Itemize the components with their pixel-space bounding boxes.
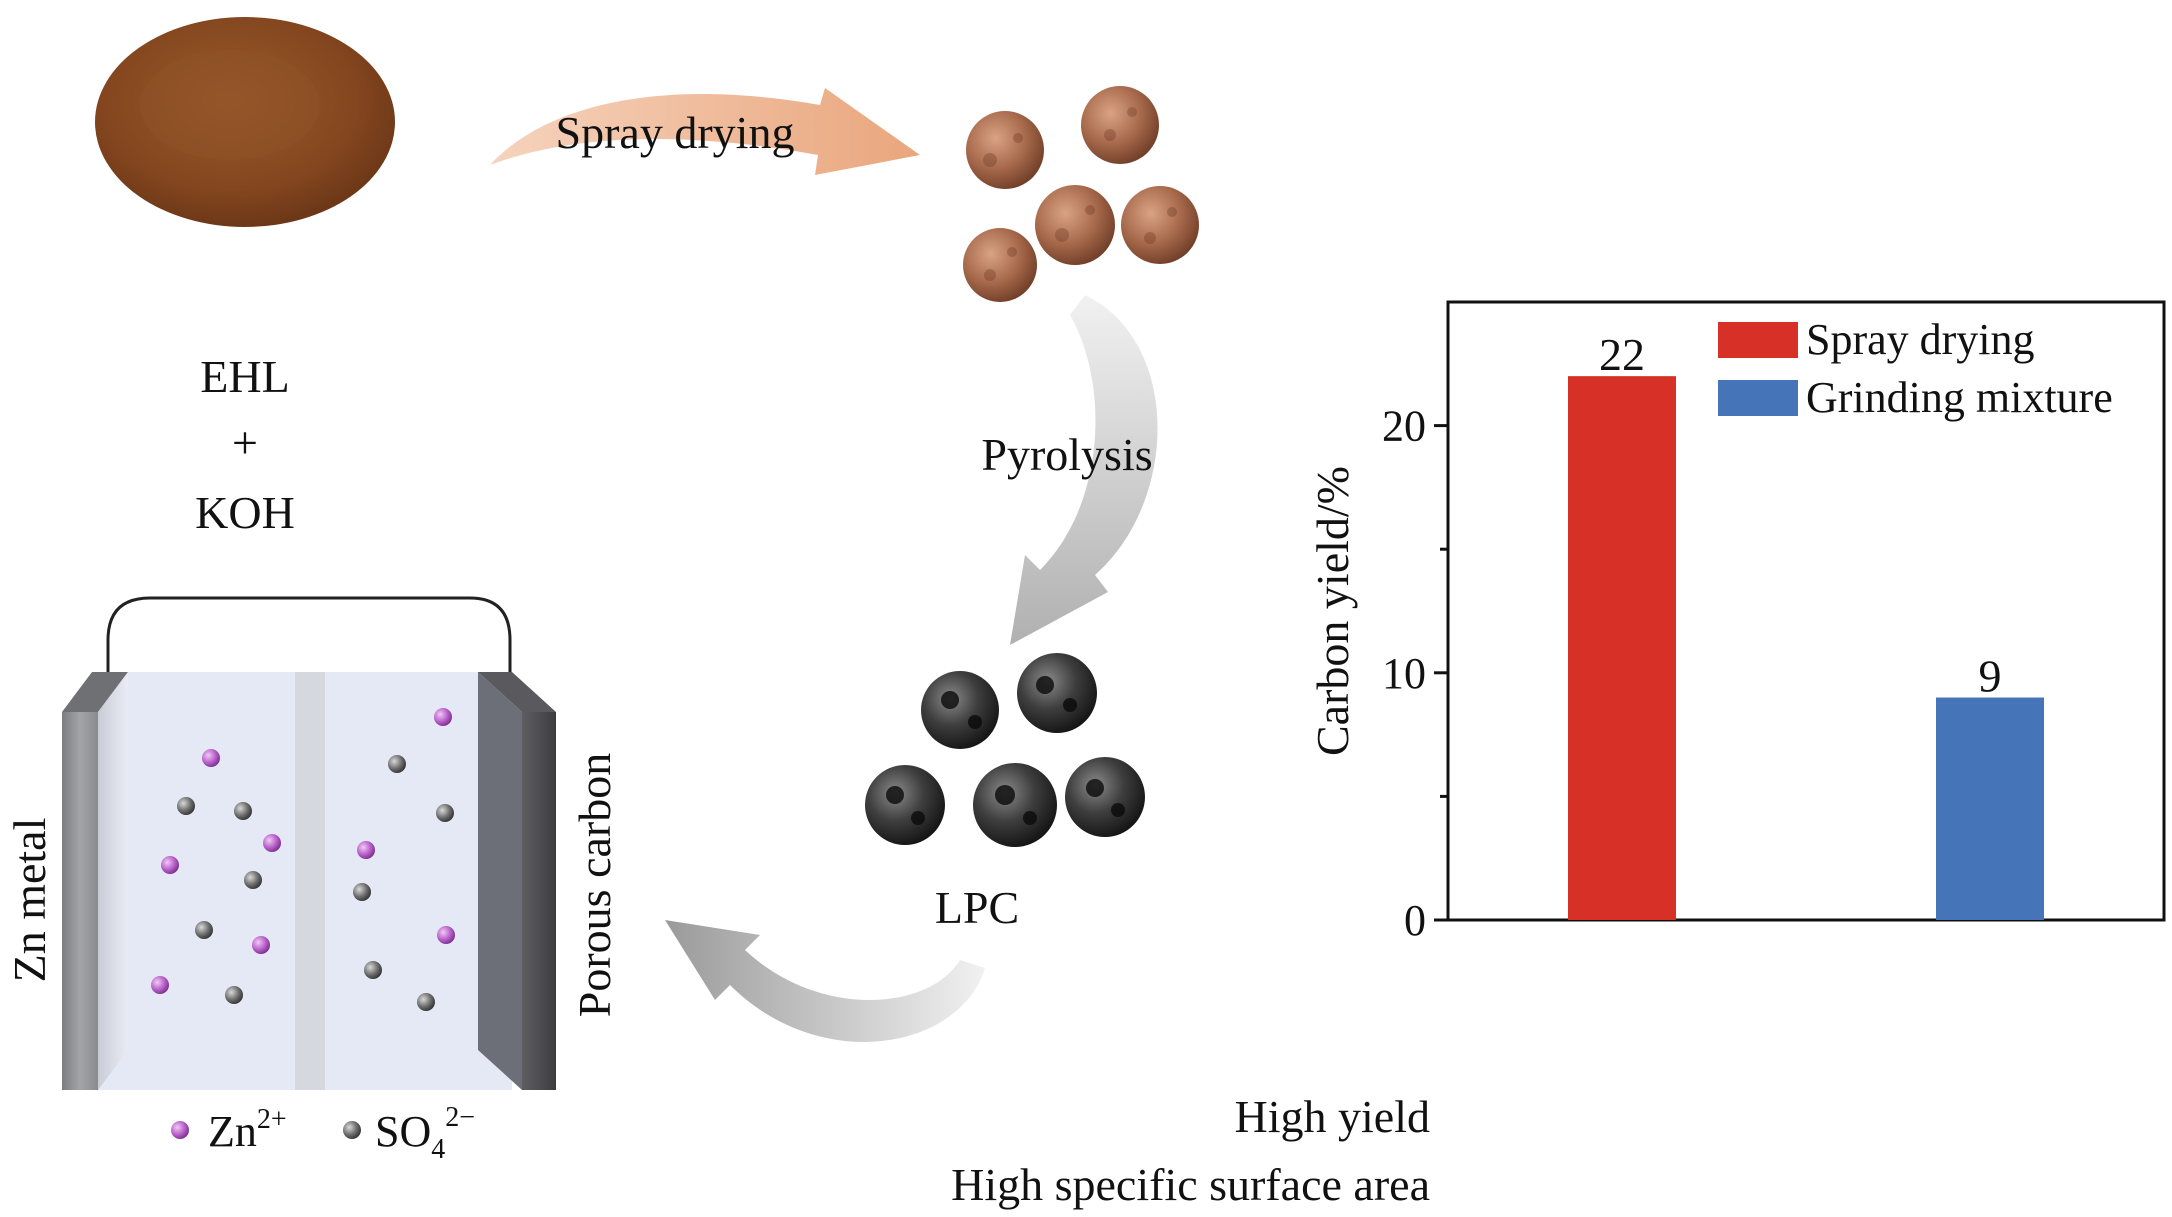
legend-swatch: [1718, 380, 1798, 416]
y-tick-label: 10: [1382, 649, 1426, 698]
so4-ion-legend-label: SO42−: [375, 1102, 475, 1165]
battery-schematic: [62, 596, 556, 1090]
anode-label: Zn metal: [4, 818, 55, 983]
y-tick-label: 20: [1382, 402, 1426, 451]
bar-2: [1936, 697, 2044, 920]
highlight-yield: High yield: [1235, 1091, 1430, 1142]
y-axis-ticks: 0 10 20: [1382, 402, 1448, 945]
zn-ion-legend-marker: [171, 1121, 189, 1139]
separator: [295, 672, 325, 1090]
bar-1: [1568, 376, 1676, 920]
legend-label: Spray drying: [1806, 315, 2035, 364]
spray-drying-arrow: [490, 88, 920, 175]
bar-value-label: 9: [1979, 651, 2002, 702]
precursor-line2: +: [232, 417, 258, 468]
so4-ions: [177, 755, 454, 1011]
return-arrow: [665, 920, 985, 1042]
powder-image: [95, 17, 395, 227]
legend-swatch: [1718, 322, 1798, 358]
zn-ions: [151, 708, 455, 994]
bar-data-labels: 22 9: [1599, 329, 2002, 701]
highlight-surface-area: High specific surface area: [951, 1159, 1430, 1210]
zn-ion-legend-label: Zn2+: [208, 1104, 287, 1156]
precursor-line1: EHL: [200, 351, 289, 402]
plot-frame: [1446, 300, 2166, 922]
product-label: LPC: [935, 882, 1019, 933]
chart-legend: Spray drying Grinding mixture: [1718, 315, 2113, 422]
carbon-cathode: [478, 672, 556, 1090]
external-circuit-wire: [106, 596, 512, 692]
so4-ion-legend-marker: [343, 1121, 361, 1139]
brown-microspheres: [963, 86, 1199, 302]
ion-legend: Zn2+ SO42−: [171, 1102, 475, 1165]
pyrolysis-arrow: [1010, 295, 1158, 645]
carbon-yield-chart: 0 10 20 22 9 Carbon yield/% Spray drying Gri…: [1307, 300, 2166, 945]
legend-label: Grinding mixture: [1806, 373, 2113, 422]
cathode-label: Porous carbon: [569, 753, 620, 1017]
porous-carbon-spheres: [865, 653, 1145, 847]
bar-value-label: 22: [1599, 329, 1645, 380]
zn-anode: [62, 672, 128, 1090]
y-tick-label: 0: [1404, 896, 1426, 945]
pyrolysis-label: Pyrolysis: [981, 429, 1152, 480]
spray-drying-label: Spray drying: [556, 107, 795, 158]
precursor-line3: KOH: [195, 487, 295, 538]
bars: [1568, 376, 2044, 920]
y-axis-label: Carbon yield/%: [1307, 466, 1358, 756]
